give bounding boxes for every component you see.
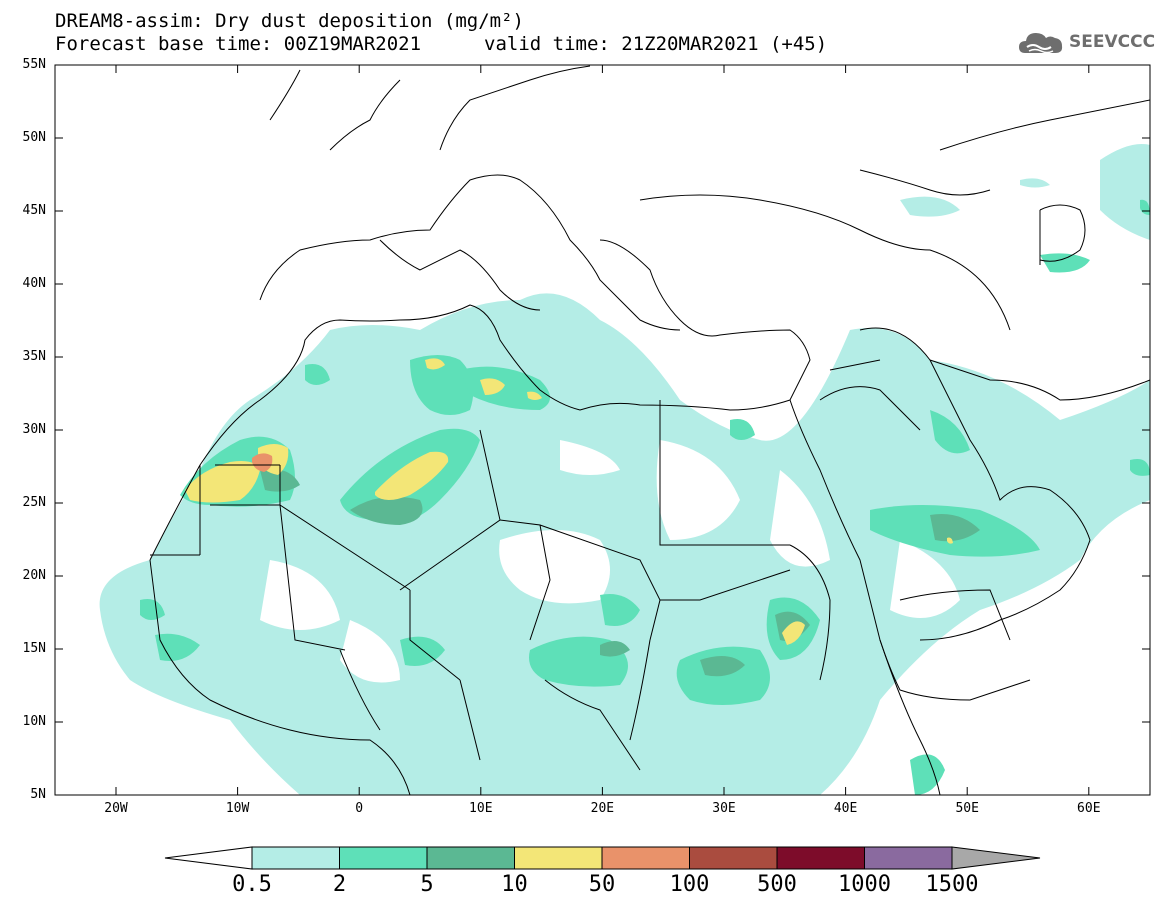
- colorbar: [164, 846, 1041, 870]
- colorbar-segment: [776, 846, 865, 870]
- map-title: DREAM8-assim: Dry dust deposition (mg/m²…: [55, 10, 524, 32]
- lat-label-10N: 10N: [22, 714, 46, 729]
- colorbar-segment: [864, 846, 953, 870]
- colorbar-segment: [426, 846, 515, 870]
- colorbar-segment: [601, 846, 690, 870]
- lon-label-0: 0: [355, 801, 364, 816]
- colorbar-label: 10: [501, 872, 528, 897]
- colorbar-label: 50: [588, 872, 616, 897]
- axis-ticks: [55, 64, 1150, 796]
- lon-label-10E: 10E: [469, 801, 493, 816]
- colorbar-label: 100: [669, 872, 710, 897]
- colorbar-label: 1500: [925, 872, 979, 897]
- lat-label-45N: 45N: [22, 203, 46, 218]
- colorbar-segment: [514, 846, 603, 870]
- lon-label-60E: 60E: [1077, 801, 1101, 816]
- colorbar-segment: [251, 846, 340, 870]
- seevccc-logo: SEEVCCC: [1017, 26, 1155, 58]
- cloud-logo-icon: [1019, 33, 1063, 54]
- forecast-base-time: Forecast base time: 00Z19MAR2021: [55, 33, 422, 55]
- colorbar-segment: [339, 846, 428, 870]
- dust-field: [99, 144, 1150, 795]
- lon-label-20W: 20W: [104, 801, 128, 816]
- lat-label-25N: 25N: [22, 495, 46, 510]
- colorbar-label: 500: [757, 872, 797, 897]
- lon-label-20E: 20E: [590, 801, 615, 816]
- valid-time: valid time: 21Z20MAR2021 (+45): [484, 33, 828, 55]
- colorbar-segment: [689, 846, 778, 870]
- lat-label-55N: 55N: [22, 57, 46, 72]
- lat-label-30N: 30N: [22, 422, 46, 437]
- lon-label-10W: 10W: [225, 801, 250, 816]
- lon-label-40E: 40E: [833, 801, 858, 816]
- colorbar-label: 5: [420, 872, 434, 897]
- lat-label-20N: 20N: [22, 568, 46, 583]
- colorbar-label: 1000: [838, 872, 891, 897]
- lat-label-50N: 50N: [22, 130, 46, 145]
- logo-text: SEEVCCC: [1069, 32, 1156, 52]
- colorbar-label: 2: [332, 872, 347, 897]
- coastlines: [149, 65, 1150, 795]
- lon-label-50E: 50E: [955, 801, 979, 816]
- colorbar-label: 0.5: [232, 872, 272, 897]
- lat-label-40N: 40N: [22, 276, 46, 291]
- colorbar-left-arrow: [164, 846, 253, 870]
- lon-label-30E: 30E: [712, 801, 736, 816]
- lat-label-5N: 5N: [30, 787, 46, 802]
- lat-label-15N: 15N: [22, 641, 46, 656]
- colorbar-right-arrow: [951, 846, 1041, 870]
- lat-label-35N: 35N: [22, 349, 46, 364]
